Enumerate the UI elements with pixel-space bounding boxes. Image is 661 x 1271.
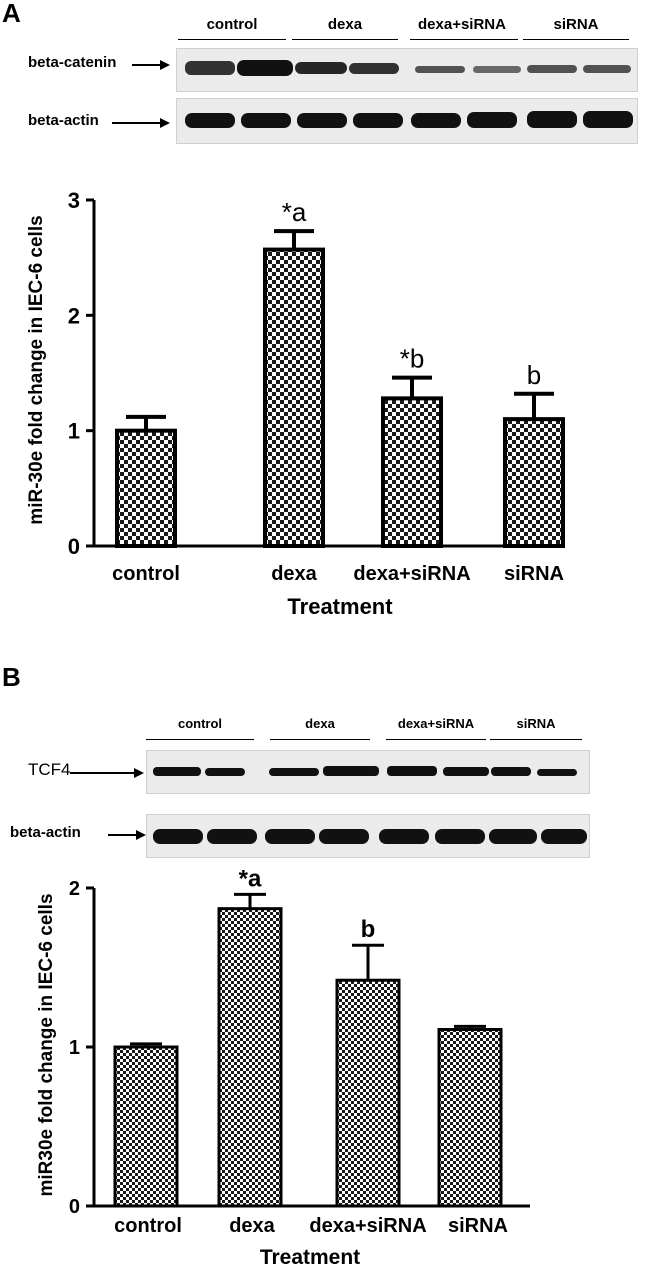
bar-dexa (263, 247, 325, 549)
y-axis-title: miR-30e fold change in IEC-6 cells (26, 215, 47, 524)
significance-label: b (361, 916, 376, 943)
x-tick-label: control (112, 563, 180, 585)
lane-line (490, 739, 582, 740)
x-axis-title: Treatment (260, 1246, 360, 1269)
lane-line (386, 739, 486, 740)
lane-label-sirna-b: siRNA (516, 716, 556, 731)
bar-dexa-sirna (335, 978, 401, 1208)
chart-a: 0 1 2 3 control *a dexa *b dexa+siRNA b siRNA Treat… (26, 188, 565, 619)
lane-label-control: control (206, 16, 258, 33)
significance-label: *a (239, 865, 262, 892)
x-axis-title: Treatment (287, 594, 393, 619)
arrow-icon (112, 118, 170, 128)
y-tick-label: 1 (68, 419, 80, 444)
x-tick-label: siRNA (448, 1215, 508, 1237)
lane-label-dexa-b: dexa (305, 716, 335, 731)
lane-label-control-b: control (177, 716, 223, 731)
arrow-icon (70, 768, 144, 778)
lane-label-dexa-sirna: dexa+siRNA (418, 16, 506, 33)
blot-label-beta-actin-a: beta-actin (28, 112, 99, 129)
blot-label-beta-catenin: beta-catenin (28, 54, 117, 71)
lane-line (270, 739, 370, 740)
blot-label-beta-actin-b: beta-actin (10, 824, 81, 841)
bar-dexa (217, 907, 283, 1208)
lane-line (146, 739, 254, 740)
bar-control (113, 1045, 179, 1208)
x-tick-label: dexa+siRNA (353, 563, 470, 585)
blot-beta-catenin (176, 48, 638, 92)
arrow-icon (132, 60, 170, 70)
arrow-icon (108, 830, 146, 840)
lane-line (523, 39, 629, 40)
significance-label: b (527, 360, 541, 390)
x-tick-label: siRNA (504, 563, 564, 585)
lane-label-dexa: dexa (327, 16, 363, 33)
y-tick-label: 0 (69, 1196, 80, 1218)
y-tick-label: 2 (69, 878, 80, 900)
lane-label-sirna: siRNA (553, 16, 599, 33)
y-tick-label: 1 (69, 1037, 80, 1059)
x-tick-label: dexa (229, 1215, 275, 1237)
lane-line (292, 39, 398, 40)
blot-label-tcf4: TCF4 (28, 760, 71, 779)
lane-line (410, 39, 518, 40)
blot-beta-actin-b (146, 814, 590, 858)
y-tick-label: 2 (68, 303, 80, 328)
significance-label: *a (282, 197, 307, 227)
bar-sirna (503, 417, 565, 548)
blot-beta-actin-a (176, 98, 638, 144)
significance-label: *b (400, 344, 425, 374)
lane-label-dexa-sirna-b: dexa+siRNA (397, 716, 475, 731)
y-axis-title: miR30e fold change in IEC-6 cells (36, 893, 57, 1196)
x-tick-label: dexa+siRNA (309, 1215, 426, 1237)
panel-a-letter: A (2, 0, 21, 28)
lane-line (178, 39, 286, 40)
bar-dexa-sirna (381, 396, 443, 548)
x-tick-label: dexa (271, 563, 317, 585)
bar-sirna (437, 1028, 503, 1208)
y-tick-label: 3 (68, 188, 80, 213)
panel-b-letter: B (2, 662, 21, 692)
blot-tcf4 (146, 750, 590, 794)
y-tick-label: 0 (68, 534, 80, 559)
x-tick-label: control (114, 1215, 182, 1237)
